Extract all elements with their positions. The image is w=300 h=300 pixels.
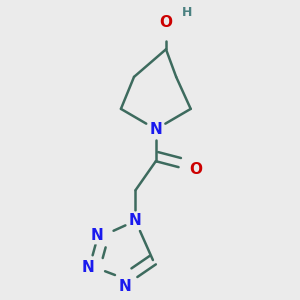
Text: N: N [119, 279, 132, 294]
Text: O: O [189, 162, 202, 177]
Text: N: N [91, 228, 103, 243]
Text: O: O [160, 15, 172, 30]
Text: N: N [129, 213, 142, 228]
Text: N: N [149, 122, 162, 137]
Text: N: N [82, 260, 95, 275]
Text: H: H [182, 6, 192, 19]
